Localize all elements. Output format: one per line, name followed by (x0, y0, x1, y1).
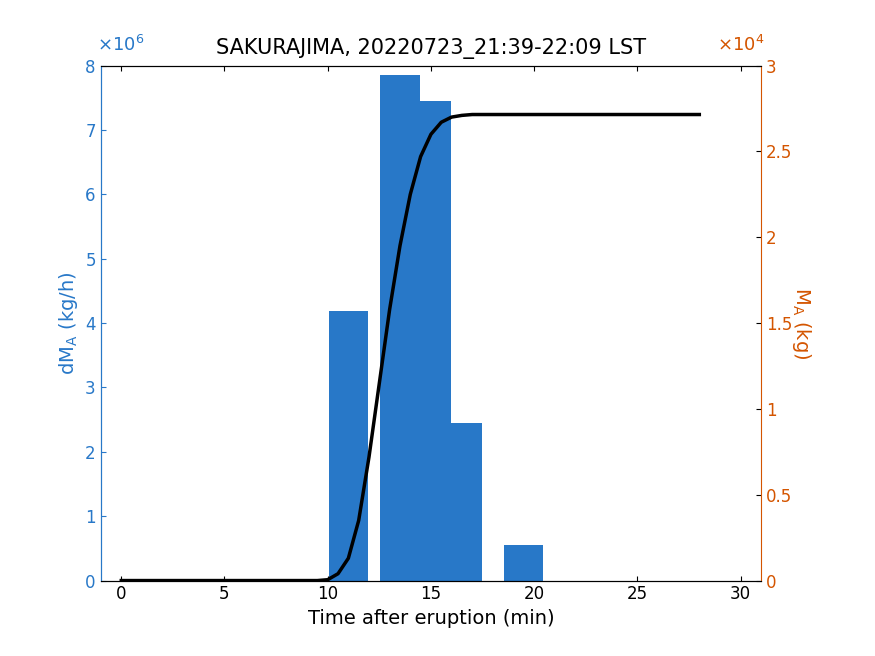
Text: $\times10^4$: $\times10^4$ (718, 35, 765, 55)
Bar (381, 75, 420, 581)
Bar (411, 101, 451, 581)
Y-axis label: $\mathrm{dM_A}$ (kg/h): $\mathrm{dM_A}$ (kg/h) (57, 271, 80, 375)
X-axis label: Time after eruption (min): Time after eruption (min) (308, 609, 554, 628)
Text: $\times10^6$: $\times10^6$ (97, 35, 144, 55)
Bar (442, 423, 481, 581)
Y-axis label: $\mathrm{M_A}$ (kg): $\mathrm{M_A}$ (kg) (790, 287, 814, 359)
Bar (329, 312, 368, 581)
Title: SAKURAJIMA, 20220723_21:39-22:09 LST: SAKURAJIMA, 20220723_21:39-22:09 LST (216, 39, 646, 60)
Bar (504, 545, 543, 581)
